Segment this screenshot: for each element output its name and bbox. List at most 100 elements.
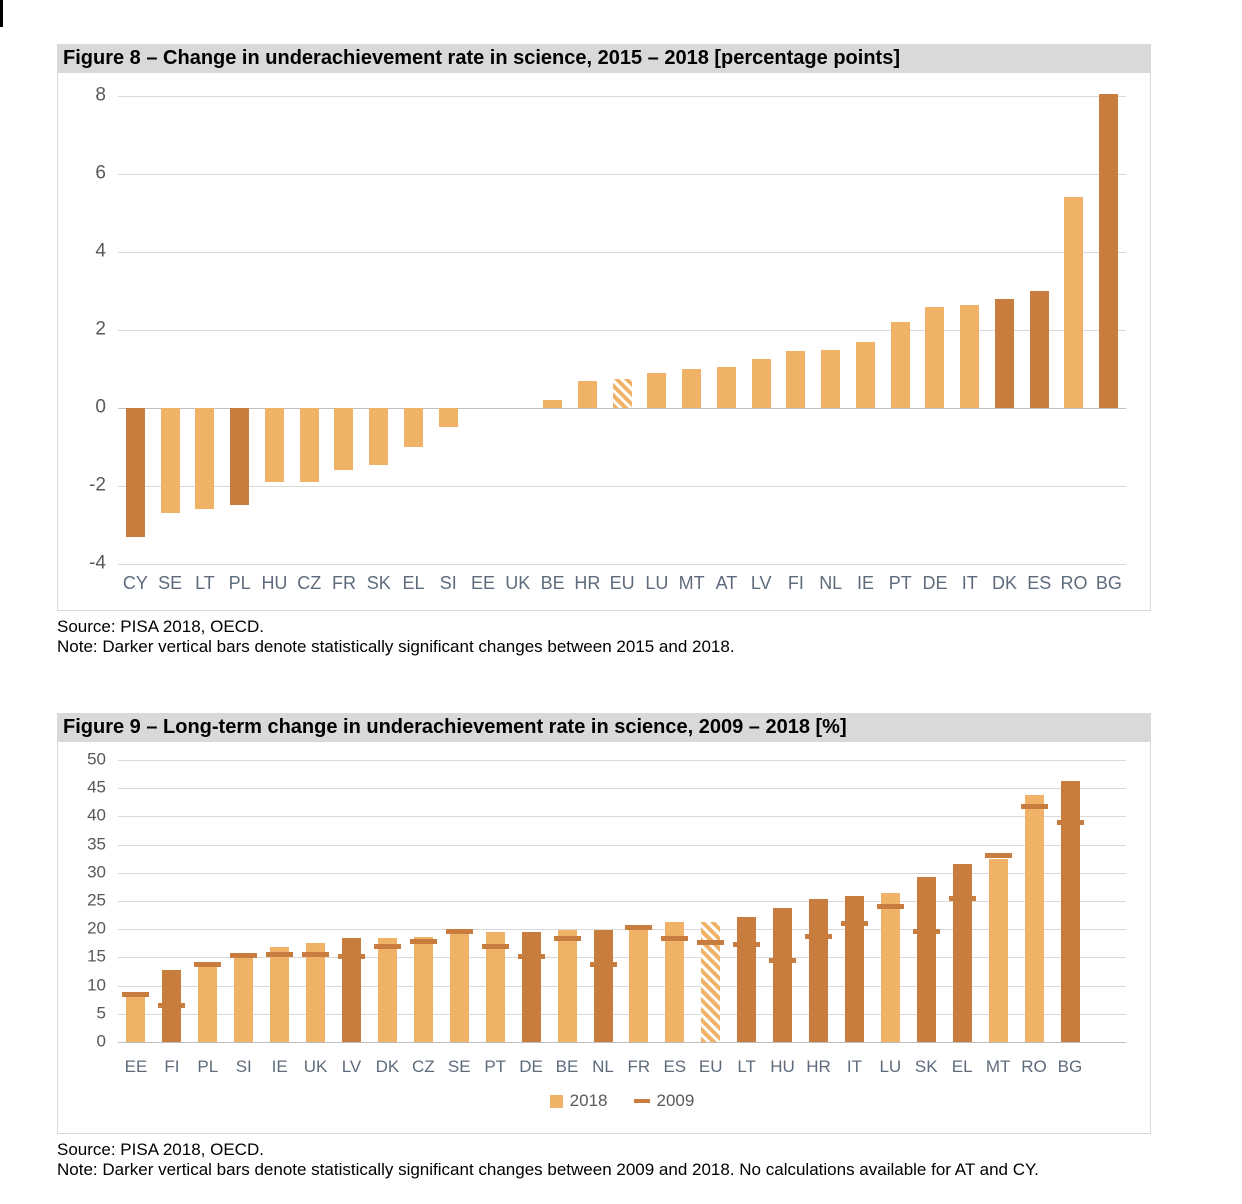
dash-2009-hr (805, 934, 833, 940)
x-label-be: BE (540, 573, 565, 593)
x-label-lt: LT (195, 573, 215, 593)
gridline--4 (118, 564, 1126, 565)
x-label-eu: EU (609, 573, 635, 593)
gridline-0 (118, 407, 1126, 409)
gridline-5 (118, 1013, 1126, 1015)
x-label-it: IT (846, 1057, 862, 1076)
figure9-note: Note: Darker vertical bars denote statis… (57, 1160, 1039, 1179)
x-label-ie: IE (271, 1057, 288, 1076)
x-label-fr: FR (627, 1057, 651, 1076)
bar-se (160, 407, 180, 514)
y-tick-label-35: 35 (87, 834, 106, 854)
dash-2009-ee (122, 991, 150, 997)
x-label-bg: BG (1095, 573, 1122, 593)
figure9-plot-area: 50 45 40 35 30 25 20 15 10 5 0 (87, 750, 1126, 1051)
dash-2009-es (661, 936, 689, 942)
x-label-ie: IE (856, 573, 874, 593)
bar-sk (369, 407, 389, 465)
bar-hr (809, 899, 829, 1042)
bar-lu (880, 892, 900, 1042)
bar-bg (1060, 781, 1080, 1042)
bar-nl (593, 929, 613, 1042)
bar-de (521, 932, 541, 1042)
x-label-ro: RO (1060, 573, 1088, 593)
x-label-be: BE (555, 1057, 579, 1076)
x-label-de: DE (922, 573, 948, 593)
bar-ie (855, 341, 875, 408)
y-tick-label-6: 6 (95, 162, 106, 184)
text-cursor-artifact (0, 0, 3, 27)
dash-2009-de (517, 954, 545, 960)
gridline-20 (118, 929, 1126, 931)
y-tick-label-5: 5 (96, 1003, 106, 1023)
figure9-source: Source: PISA 2018, OECD. (57, 1140, 264, 1159)
dash-2009-eu (697, 939, 725, 945)
gridline-10 (118, 985, 1126, 987)
figure8-title: Figure 8 – Change in underachievement ra… (57, 44, 1151, 73)
x-label-hu: HU (261, 573, 288, 593)
bar-pt (485, 932, 505, 1042)
x-label-mt: MT (678, 573, 705, 593)
y-tick-label-10: 10 (87, 975, 106, 995)
bar-cz (413, 936, 433, 1042)
figure9-legend: 2018 2009 (118, 1091, 1126, 1111)
y-tick-label-20: 20 (87, 918, 106, 938)
x-label-cz: CZ (297, 573, 322, 593)
y-tick-label--4: -4 (89, 552, 106, 574)
bar-si (438, 407, 458, 428)
x-label-sk: SK (366, 573, 391, 593)
x-label-it: IT (961, 573, 978, 593)
bar-mt (988, 858, 1008, 1042)
x-label-lv: LV (341, 1057, 362, 1076)
legend-2009-label: 2009 (656, 1091, 695, 1110)
dash-2009-lv (338, 953, 366, 959)
dash-2009-mt (984, 853, 1012, 859)
gridline-50 (118, 760, 1126, 761)
x-label-pt: PT (888, 573, 912, 593)
legend-item-2018: 2018 (549, 1091, 608, 1111)
x-label-ro: RO (1021, 1057, 1047, 1076)
y-tick-label-8: 8 (95, 84, 106, 106)
gridline-0 (118, 1042, 1126, 1043)
gridline-6 (118, 173, 1126, 175)
figure-8-section: Figure 8 – Change in underachievement ra… (57, 44, 1151, 657)
x-label-cy: CY (122, 573, 148, 593)
bar-fi (786, 351, 806, 408)
figure9-chart: 50 45 40 35 30 25 20 15 10 5 0 EE FI PL SI IE UK LV DK CZ S… (57, 742, 1151, 1134)
y-tick-label-30: 30 (87, 862, 106, 882)
bar-lv (751, 359, 771, 408)
gridline-35 (118, 844, 1126, 846)
y-tick-label-25: 25 (87, 890, 106, 910)
x-label-se: SE (447, 1057, 471, 1076)
figure-9-section: Figure 9 – Long-term change in underachi… (57, 713, 1151, 1180)
gridline-25 (118, 901, 1126, 902)
bar-at (716, 367, 736, 408)
x-label-lu: LU (645, 573, 669, 593)
x-label-lv: LV (750, 573, 772, 593)
x-label-es: ES (1027, 573, 1052, 593)
dash-2009-lt (733, 942, 761, 948)
bar-se (449, 932, 469, 1042)
gridline-2 (118, 330, 1126, 331)
x-label-el: EL (402, 573, 425, 593)
x-label-pl: PL (228, 573, 251, 593)
bar-dk (994, 298, 1014, 408)
bar-eu (612, 378, 632, 408)
x-label-uk: UK (505, 573, 531, 593)
bar-it (960, 304, 980, 408)
bar-lt (195, 407, 215, 510)
x-label-nl: NL (592, 1057, 614, 1076)
x-label-uk: UK (303, 1057, 328, 1076)
dash-2009-ie (266, 952, 294, 958)
bar-pl (230, 407, 250, 506)
figure8-bars-layer (118, 94, 1126, 564)
x-label-lt: LT (737, 1057, 756, 1076)
y-tick-label-4: 4 (95, 240, 106, 262)
bar-bg (1099, 94, 1119, 408)
legend-2009-dash-swatch (633, 1099, 650, 1103)
bar-si (234, 956, 254, 1042)
figure8-source: Source: PISA 2018, OECD. (57, 617, 264, 636)
x-label-dk: DK (992, 573, 1018, 593)
bar-ro (1064, 197, 1084, 408)
x-label-pl: PL (197, 1057, 219, 1076)
